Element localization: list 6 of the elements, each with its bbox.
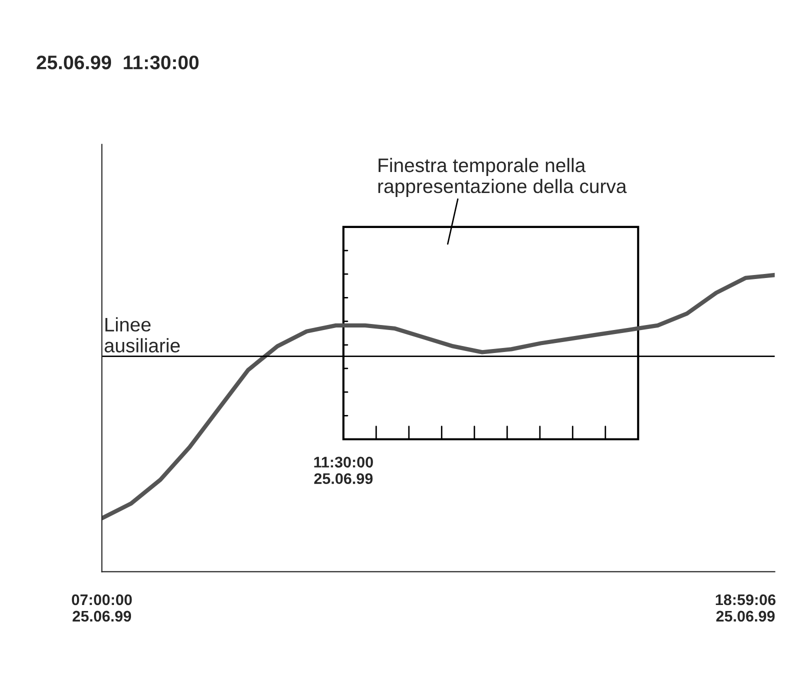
text: Finestra temporale nella rappresentazione della curva [378,158,627,198]
chart-title: 25.06.99 11:30:00 [36,56,199,70]
x-tick-label: 18:59:06 25.06.99 [716,594,776,622]
annotation: 11:30:00 25.06.99 [314,456,373,484]
ref-line-label: Linee ausiliarie [104,317,180,352]
x-tick-label: 07:00:00 25.06.99 [72,594,132,622]
